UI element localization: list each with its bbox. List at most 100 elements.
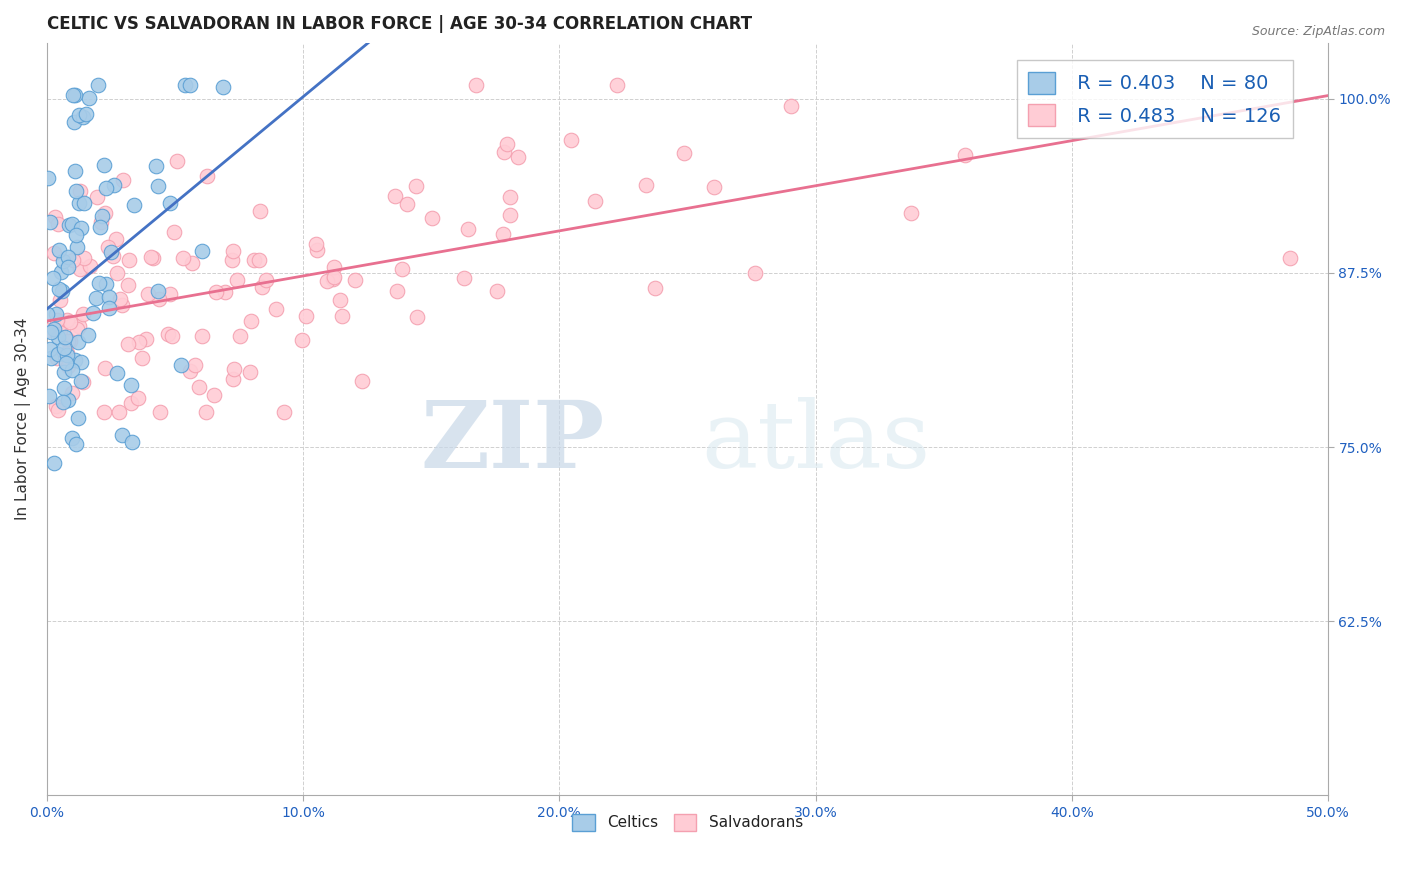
Point (42, 456, 65, 470)
Point (243, 253, 266, 268)
Point (44, 245, 66, 260)
Point (183, 359, 205, 373)
Point (37, 323, 59, 337)
Point (239, 365, 262, 379)
Point (145, 159, 167, 173)
Point (56, 348, 79, 362)
Point (59, 334, 82, 349)
Point (118, 252, 141, 267)
Point (51, 285, 73, 299)
Point (93, 158, 115, 172)
Point (67, 335, 90, 350)
Point (90, 215, 112, 229)
Point (48, 293, 70, 307)
Point (202, 387, 225, 401)
Point (87, 78, 110, 92)
Point (254, 273, 277, 287)
Point (141, 250, 163, 264)
Point (212, 80, 235, 95)
Point (52, 253, 75, 268)
Point (170, 358, 193, 372)
Point (69, 261, 91, 276)
Point (63, 88, 86, 103)
Point (65, 184, 87, 198)
Point (221, 372, 243, 386)
Point (159, 287, 181, 301)
Point (162, 328, 184, 343)
Point (249, 204, 271, 219)
Point (181, 256, 204, 270)
Point (405, 310, 427, 325)
Point (103, 178, 125, 193)
Point (323, 260, 346, 274)
Point (560, 133, 582, 147)
Point (45, 307, 67, 321)
Point (264, 301, 287, 316)
Point (72, 196, 94, 211)
Point (225, 273, 247, 287)
Point (66, 410, 89, 425)
Point (90, 209, 112, 223)
Point (66, 240, 89, 254)
Point (58, 393, 80, 408)
Point (228, 329, 250, 343)
Point (105, 232, 128, 246)
Point (46, 347, 69, 361)
Point (62, 87, 84, 102)
Y-axis label: In Labor Force | Age 30-34: In Labor Force | Age 30-34 (15, 318, 31, 520)
Point (46, 402, 69, 417)
Point (59, 315, 82, 329)
Point (384, 189, 406, 203)
Point (70, 221, 93, 235)
Point (131, 351, 153, 366)
Point (121, 435, 143, 450)
Point (65, 437, 87, 451)
Point (149, 405, 172, 419)
Point (67, 319, 90, 334)
Point (166, 154, 188, 169)
Point (62, 253, 84, 268)
Point (108, 292, 131, 306)
Point (56, 359, 79, 373)
Point (636, 178, 658, 192)
Point (644, 281, 666, 295)
Point (900, 206, 922, 220)
Point (46, 313, 69, 327)
Point (453, 271, 475, 285)
Point (60, 363, 83, 377)
Point (70, 375, 93, 389)
Point (51, 265, 73, 279)
Point (146, 179, 169, 194)
Point (72, 111, 94, 125)
Point (41, 325, 63, 339)
Point (496, 137, 519, 152)
Text: CELTIC VS SALVADORAN IN LABOR FORCE | AGE 30-34 CORRELATION CHART: CELTIC VS SALVADORAN IN LABOR FORCE | AG… (46, 15, 752, 33)
Point (39, 351, 62, 366)
Point (194, 405, 217, 419)
Point (583, 194, 606, 209)
Point (105, 266, 128, 280)
Point (45, 351, 67, 366)
Point (79, 91, 101, 105)
Point (491, 227, 513, 241)
Point (135, 332, 157, 346)
Point (55, 355, 77, 369)
Point (48, 282, 70, 296)
Point (66, 322, 89, 336)
Text: atlas: atlas (702, 397, 931, 487)
Point (98, 301, 121, 316)
Point (79, 260, 101, 274)
Point (38, 389, 60, 403)
Point (179, 364, 201, 378)
Point (98, 290, 121, 304)
Point (105, 367, 128, 381)
Point (405, 179, 427, 194)
Point (117, 336, 139, 351)
Point (305, 237, 328, 252)
Point (117, 278, 139, 293)
Point (72, 375, 94, 389)
Point (60, 385, 83, 400)
Point (156, 327, 179, 342)
Legend: Celtics, Salvadorans: Celtics, Salvadorans (565, 808, 808, 837)
Point (94, 180, 117, 194)
